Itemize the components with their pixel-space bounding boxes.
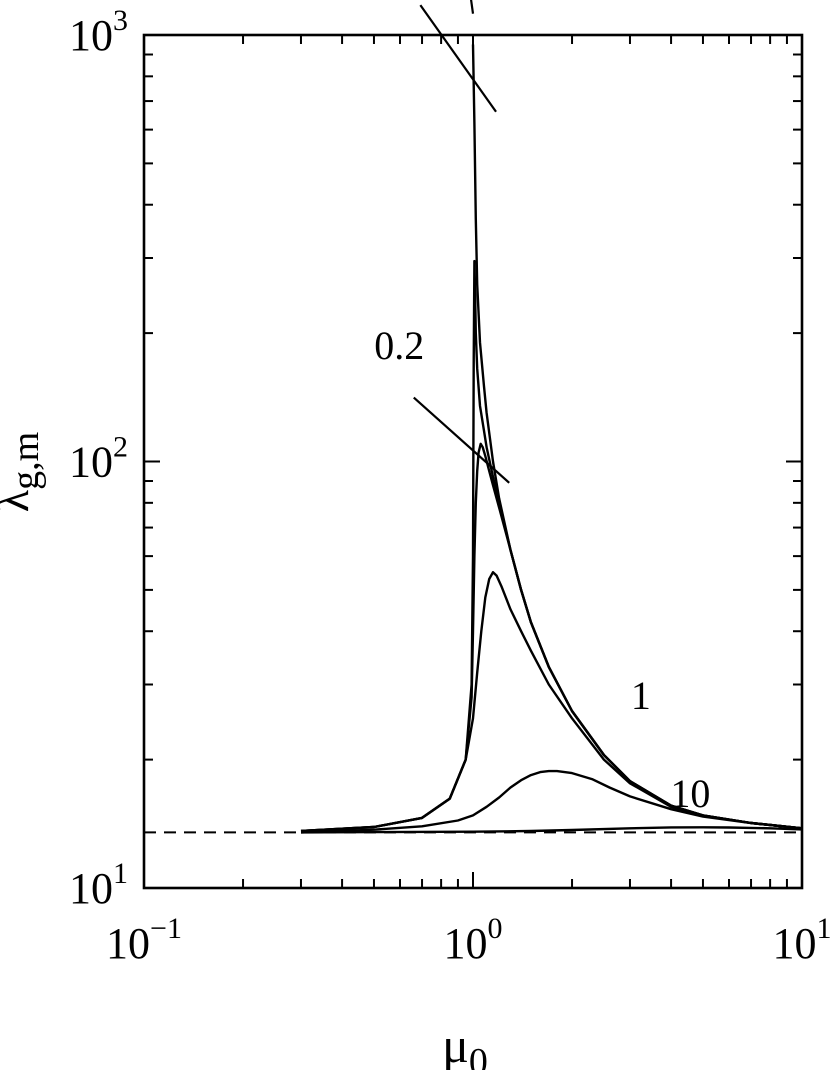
series-line — [300, 571, 803, 833]
annotation-label: 10 — [670, 771, 710, 816]
x-tick-label: 100 — [444, 912, 503, 968]
annotation-leader — [419, 4, 497, 113]
x-tick-label: 10−1 — [106, 912, 182, 968]
y-axis-symbol: λ — [0, 489, 38, 512]
y-axis-subscript: g,m — [5, 432, 47, 490]
series-lines — [144, 44, 803, 834]
x-axis-subscript: 0 — [469, 1041, 488, 1070]
y-tick-label: 102 — [69, 431, 128, 487]
x-tick-label: 101 — [773, 912, 832, 968]
plot-frame — [142, 33, 804, 890]
y-axis-title: λg,m — [0, 432, 47, 512]
annotation-leader — [413, 396, 510, 484]
y-tick-label: 101 — [69, 857, 128, 913]
x-axis-symbol: μ — [442, 1017, 469, 1070]
annotation-label: 0.2 — [374, 323, 424, 368]
series-line — [300, 442, 803, 833]
series-line — [300, 826, 803, 834]
y-tick-label: 103 — [69, 4, 128, 60]
annotation-label: 1 — [631, 673, 651, 718]
series-line — [300, 769, 803, 834]
x-axis-title: μ0 — [442, 1017, 488, 1070]
